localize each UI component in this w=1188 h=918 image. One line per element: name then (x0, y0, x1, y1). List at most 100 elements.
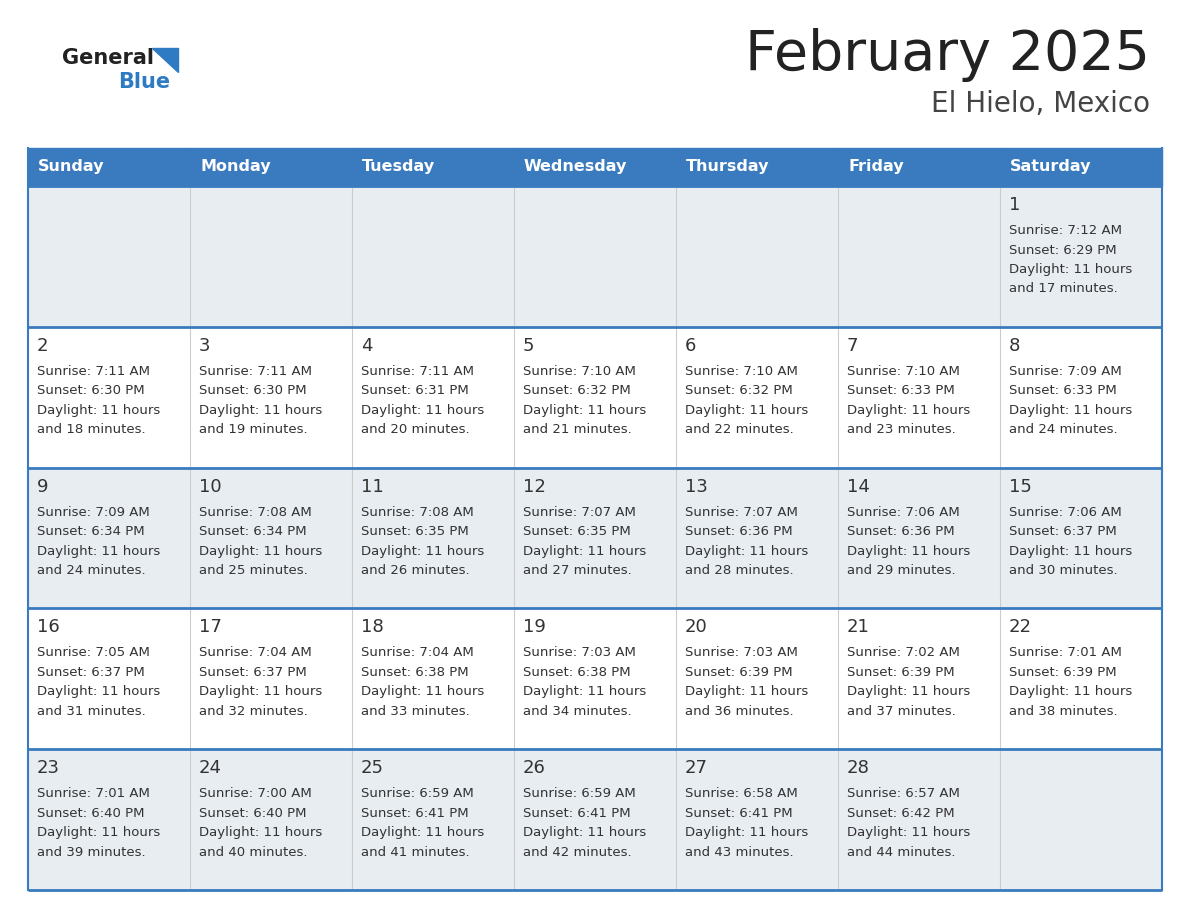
Bar (29, 186, 1162, 327)
Text: Daylight: 11 hours: Daylight: 11 hours (685, 826, 808, 839)
Text: Sunrise: 7:03 AM: Sunrise: 7:03 AM (685, 646, 798, 659)
Text: 11: 11 (361, 477, 384, 496)
Text: and 40 minutes.: and 40 minutes. (200, 845, 308, 858)
Text: Sunrise: 7:01 AM: Sunrise: 7:01 AM (37, 788, 150, 800)
Text: Sunset: 6:33 PM: Sunset: 6:33 PM (847, 385, 955, 397)
Text: Daylight: 11 hours: Daylight: 11 hours (37, 404, 160, 417)
Text: and 21 minutes.: and 21 minutes. (523, 423, 632, 436)
Text: Sunset: 6:37 PM: Sunset: 6:37 PM (200, 666, 307, 679)
Text: Sunrise: 7:04 AM: Sunrise: 7:04 AM (200, 646, 311, 659)
Text: and 24 minutes.: and 24 minutes. (37, 564, 146, 577)
Text: 17: 17 (200, 619, 222, 636)
Bar (29, 749, 1162, 890)
Text: Sunrise: 6:58 AM: Sunrise: 6:58 AM (685, 788, 798, 800)
Text: Sunrise: 7:03 AM: Sunrise: 7:03 AM (523, 646, 636, 659)
Text: and 25 minutes.: and 25 minutes. (200, 564, 308, 577)
Text: and 43 minutes.: and 43 minutes. (685, 845, 794, 858)
Text: 28: 28 (847, 759, 870, 778)
Text: 18: 18 (361, 619, 384, 636)
Bar (29, 327, 1162, 467)
Text: Sunrise: 7:09 AM: Sunrise: 7:09 AM (37, 506, 150, 519)
Bar (676, 148, 838, 186)
Text: and 24 minutes.: and 24 minutes. (1009, 423, 1118, 436)
Text: Sunrise: 7:00 AM: Sunrise: 7:00 AM (200, 788, 311, 800)
Text: Sunset: 6:34 PM: Sunset: 6:34 PM (37, 525, 145, 538)
Text: Sunrise: 7:07 AM: Sunrise: 7:07 AM (523, 506, 636, 519)
Text: Sunset: 6:29 PM: Sunset: 6:29 PM (1009, 243, 1117, 256)
Text: Sunrise: 7:07 AM: Sunrise: 7:07 AM (685, 506, 798, 519)
Text: 22: 22 (1009, 619, 1032, 636)
Text: Daylight: 11 hours: Daylight: 11 hours (361, 686, 485, 699)
Text: Daylight: 11 hours: Daylight: 11 hours (847, 544, 971, 557)
Text: Sunrise: 7:01 AM: Sunrise: 7:01 AM (1009, 646, 1121, 659)
Text: Sunrise: 7:04 AM: Sunrise: 7:04 AM (361, 646, 474, 659)
Text: Daylight: 11 hours: Daylight: 11 hours (361, 826, 485, 839)
Text: Daylight: 11 hours: Daylight: 11 hours (1009, 544, 1132, 557)
Text: Sunset: 6:32 PM: Sunset: 6:32 PM (685, 385, 792, 397)
Text: Daylight: 11 hours: Daylight: 11 hours (685, 404, 808, 417)
Text: Sunset: 6:37 PM: Sunset: 6:37 PM (1009, 525, 1117, 538)
Text: February 2025: February 2025 (745, 28, 1150, 82)
Text: and 41 minutes.: and 41 minutes. (361, 845, 469, 858)
Text: Daylight: 11 hours: Daylight: 11 hours (200, 544, 322, 557)
Text: and 19 minutes.: and 19 minutes. (200, 423, 308, 436)
Text: 8: 8 (1009, 337, 1020, 354)
Text: Sunset: 6:30 PM: Sunset: 6:30 PM (37, 385, 145, 397)
Text: Daylight: 11 hours: Daylight: 11 hours (685, 544, 808, 557)
Bar (29, 148, 190, 186)
Text: 9: 9 (37, 477, 49, 496)
Text: 14: 14 (847, 477, 870, 496)
Text: 12: 12 (523, 477, 545, 496)
Text: 10: 10 (200, 477, 222, 496)
Bar (190, 148, 352, 186)
Text: Daylight: 11 hours: Daylight: 11 hours (200, 404, 322, 417)
Text: Sunset: 6:35 PM: Sunset: 6:35 PM (361, 525, 469, 538)
Text: Sunrise: 7:08 AM: Sunrise: 7:08 AM (200, 506, 311, 519)
Text: Daylight: 11 hours: Daylight: 11 hours (361, 544, 485, 557)
Bar (1000, 148, 1162, 186)
Text: and 20 minutes.: and 20 minutes. (361, 423, 469, 436)
Text: and 39 minutes.: and 39 minutes. (37, 845, 146, 858)
Text: and 33 minutes.: and 33 minutes. (361, 705, 469, 718)
Text: Wednesday: Wednesday (524, 160, 627, 174)
Text: Sunset: 6:39 PM: Sunset: 6:39 PM (847, 666, 955, 679)
Text: 3: 3 (200, 337, 210, 354)
Text: 13: 13 (685, 477, 708, 496)
Text: 4: 4 (361, 337, 373, 354)
Text: and 37 minutes.: and 37 minutes. (847, 705, 956, 718)
Text: Sunset: 6:32 PM: Sunset: 6:32 PM (523, 385, 631, 397)
Text: Daylight: 11 hours: Daylight: 11 hours (523, 826, 646, 839)
Text: Sunset: 6:41 PM: Sunset: 6:41 PM (361, 807, 468, 820)
Text: Sunrise: 6:59 AM: Sunrise: 6:59 AM (523, 788, 636, 800)
Text: Daylight: 11 hours: Daylight: 11 hours (37, 544, 160, 557)
Text: Sunrise: 7:02 AM: Sunrise: 7:02 AM (847, 646, 960, 659)
Text: Sunset: 6:38 PM: Sunset: 6:38 PM (523, 666, 631, 679)
Text: Daylight: 11 hours: Daylight: 11 hours (1009, 263, 1132, 276)
Polygon shape (152, 48, 178, 72)
Text: Daylight: 11 hours: Daylight: 11 hours (523, 686, 646, 699)
Text: Daylight: 11 hours: Daylight: 11 hours (847, 404, 971, 417)
Text: Sunrise: 7:11 AM: Sunrise: 7:11 AM (37, 364, 150, 378)
Text: Sunset: 6:33 PM: Sunset: 6:33 PM (1009, 385, 1117, 397)
Text: Daylight: 11 hours: Daylight: 11 hours (37, 686, 160, 699)
Text: Sunset: 6:38 PM: Sunset: 6:38 PM (361, 666, 468, 679)
Text: 27: 27 (685, 759, 708, 778)
Text: 20: 20 (685, 619, 708, 636)
Text: Saturday: Saturday (1010, 160, 1092, 174)
Text: Sunrise: 7:05 AM: Sunrise: 7:05 AM (37, 646, 150, 659)
Text: Daylight: 11 hours: Daylight: 11 hours (200, 826, 322, 839)
Text: 23: 23 (37, 759, 61, 778)
Text: and 17 minutes.: and 17 minutes. (1009, 283, 1118, 296)
Text: and 30 minutes.: and 30 minutes. (1009, 564, 1118, 577)
Text: Sunset: 6:34 PM: Sunset: 6:34 PM (200, 525, 307, 538)
Text: and 44 minutes.: and 44 minutes. (847, 845, 955, 858)
Text: Sunset: 6:41 PM: Sunset: 6:41 PM (685, 807, 792, 820)
Text: Sunset: 6:31 PM: Sunset: 6:31 PM (361, 385, 469, 397)
Text: Daylight: 11 hours: Daylight: 11 hours (361, 404, 485, 417)
Text: 24: 24 (200, 759, 222, 778)
Text: Sunset: 6:40 PM: Sunset: 6:40 PM (200, 807, 307, 820)
Text: Daylight: 11 hours: Daylight: 11 hours (37, 826, 160, 839)
Text: and 38 minutes.: and 38 minutes. (1009, 705, 1118, 718)
Text: Daylight: 11 hours: Daylight: 11 hours (200, 686, 322, 699)
Text: 5: 5 (523, 337, 535, 354)
